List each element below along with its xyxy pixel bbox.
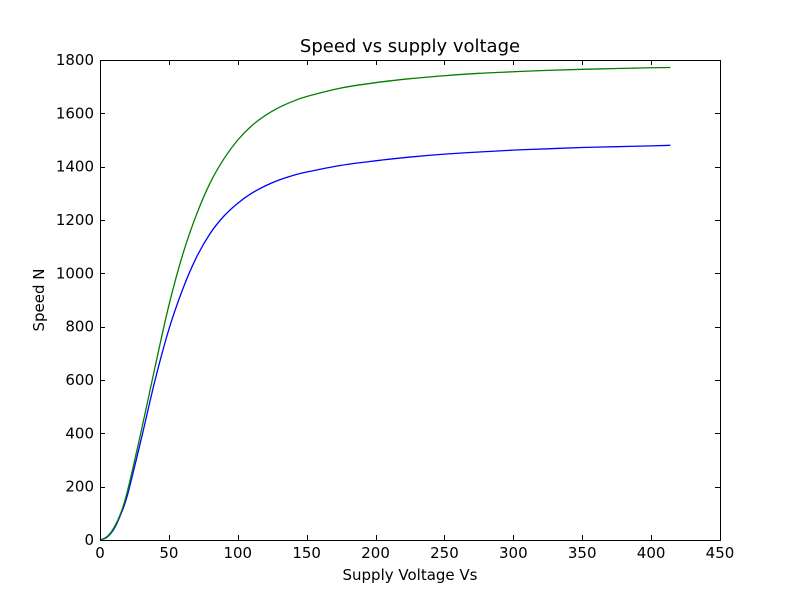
x-tick-label-9: 450 bbox=[706, 544, 735, 562]
y-tick-label-1: 200 bbox=[65, 478, 94, 496]
series-layer bbox=[99, 66, 671, 541]
x-tick-label-5: 250 bbox=[430, 544, 459, 562]
y-tick-label-0: 0 bbox=[84, 531, 94, 549]
x-tick-label-4: 200 bbox=[361, 544, 390, 562]
x-tick-label-6: 300 bbox=[499, 544, 528, 562]
series-line-0 bbox=[99, 144, 671, 541]
y-tick-label-9: 1800 bbox=[56, 51, 94, 69]
chart-title: Speed vs supply voltage bbox=[300, 36, 520, 57]
x-axis-label: Supply Voltage Vs bbox=[343, 566, 478, 584]
x-tick-label-8: 400 bbox=[637, 544, 666, 562]
y-tick-label-4: 800 bbox=[65, 318, 94, 336]
y-tick-label-8: 1600 bbox=[56, 104, 94, 122]
x-tick-label-0: 0 bbox=[95, 544, 105, 562]
y-axis-label: Speed N bbox=[30, 268, 48, 331]
ticks-layer: 0 50 100 150 200 250 300 350 400 450 0 200 400 600 800… bbox=[56, 51, 735, 562]
y-tick-label-2: 400 bbox=[65, 424, 94, 442]
x-tick-label-2: 100 bbox=[223, 544, 252, 562]
series-line-1 bbox=[99, 66, 671, 541]
plot-frame bbox=[100, 60, 721, 541]
x-tick-label-7: 350 bbox=[568, 544, 597, 562]
x-tick-label-3: 150 bbox=[292, 544, 321, 562]
y-tick-label-5: 1000 bbox=[56, 264, 94, 282]
y-tick-label-6: 1200 bbox=[56, 211, 94, 229]
y-tick-label-3: 600 bbox=[65, 371, 94, 389]
y-tick-label-7: 1400 bbox=[56, 158, 94, 176]
x-tick-label-1: 50 bbox=[159, 544, 178, 562]
